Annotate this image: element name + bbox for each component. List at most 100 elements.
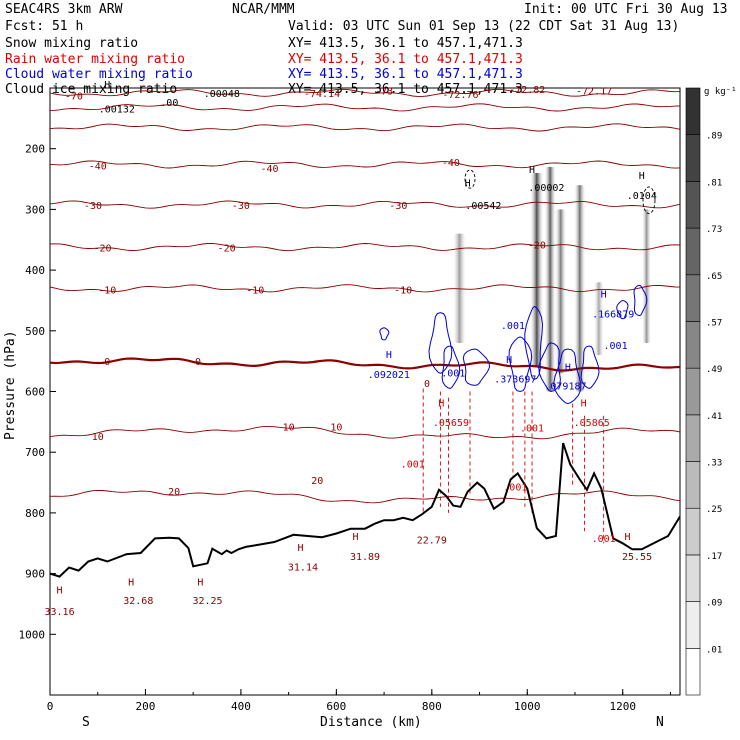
- center-title: NCAR/MMM: [232, 2, 295, 17]
- field-annotation: H: [386, 350, 392, 361]
- field-xy-snow: XY= 413.5, 36.1 to 457.1,471.3: [288, 36, 523, 51]
- y-tick-label: 800: [25, 507, 45, 520]
- cloud-contour: [441, 345, 461, 390]
- precip-streak: [544, 166, 557, 392]
- temperature-labels: -70 -40 -40 -40 -30 -30 -30 -20 -20 -20 -10 -10 -10 0…: [65, 85, 612, 498]
- colorbar-label: .81: [706, 178, 722, 188]
- field-annotation: H: [601, 289, 607, 300]
- field-annotation: 32.68: [123, 596, 153, 607]
- temperature-label: -30: [232, 201, 250, 212]
- colorbar: .01 .09 .17 .25 .33 .41 .49 .57 .65 .73 .81 .89: [685, 87, 722, 696]
- temperature-label: -73: [375, 86, 393, 97]
- colorbar-label: .73: [706, 225, 722, 235]
- temperature-label: -30: [84, 201, 102, 212]
- cloud-contour: [580, 345, 600, 390]
- x-tick-label: 1200: [609, 700, 636, 713]
- temperature-label: -20: [528, 241, 546, 252]
- field-annotation: .001: [441, 368, 465, 379]
- axes: 0 200 400 600 800 1000 12002003004005006007008…: [19, 143, 671, 713]
- temperature-label: -10: [246, 286, 264, 297]
- field-annotation: .001: [503, 482, 527, 493]
- colorbar-swatch: [685, 414, 701, 462]
- field-annotation: .001: [592, 534, 616, 545]
- cloud-contour: [428, 312, 453, 374]
- temperature-label: -40: [261, 164, 279, 175]
- field-annotation: .00002: [528, 183, 564, 194]
- temperature-label: -10: [98, 286, 116, 297]
- cloud-contour: [553, 348, 582, 405]
- temperature-label: -72.76: [442, 90, 478, 101]
- x-tick-label: 800: [422, 700, 442, 713]
- temperature-contour: [50, 489, 680, 504]
- terrain: [50, 442, 680, 578]
- field-annotation: H: [565, 362, 571, 373]
- valid-time: Valid: 03 UTC Sun 01 Sep 13 (22 CDT Sat …: [288, 19, 679, 34]
- field-annotation: H: [298, 543, 304, 554]
- colorbar-swatch: [685, 227, 701, 276]
- field-annotation: .00542: [465, 201, 501, 212]
- field-label-rain: Rain water mixing ratio: [5, 52, 185, 67]
- y-tick-label: 1000: [19, 628, 46, 641]
- temperature-contour: [50, 357, 680, 372]
- temperature-label: 0: [104, 357, 110, 368]
- field-annotation: H: [639, 171, 645, 182]
- cloud-contours: [379, 284, 648, 405]
- field-annotation: H: [352, 532, 358, 543]
- field-annotation: .05659: [433, 418, 469, 429]
- x-tick-label: 600: [326, 700, 346, 713]
- field-annotation: 25.55: [622, 552, 652, 563]
- field-annotation: H: [529, 165, 535, 176]
- colorbar-swatch: [685, 134, 701, 182]
- colorbar-label: .65: [706, 272, 722, 282]
- temperature-contour: [50, 160, 680, 169]
- field-annotation: H: [197, 578, 203, 589]
- precip-streak: [452, 233, 467, 343]
- field-annotation: 33.16: [44, 607, 74, 618]
- colorbar-swatch: [685, 554, 701, 602]
- field-annotation: .00132: [99, 104, 135, 115]
- y-tick-label: 600: [25, 386, 45, 399]
- field-annotation: .079187: [544, 382, 586, 393]
- temperature-label: -10: [394, 286, 412, 297]
- field-annotation: .166879: [592, 309, 634, 320]
- temperature-contour: [50, 284, 680, 293]
- colorbar-label: .01: [706, 645, 722, 655]
- field-annotation: .00: [160, 98, 178, 109]
- colorbar-swatch: [685, 461, 701, 509]
- y-tick-label: 300: [25, 203, 45, 216]
- temperature-label: -40: [89, 162, 107, 173]
- field-annotation: 31.14: [288, 563, 318, 574]
- field-annotation: .001: [401, 459, 425, 470]
- precip-streak: [593, 282, 605, 356]
- field-annotation: H: [465, 178, 471, 189]
- colorbar-swatch: [685, 507, 701, 556]
- precip-streak: [641, 209, 652, 343]
- x-tick-label: 0: [47, 700, 54, 713]
- colorbar-label: .33: [706, 459, 722, 469]
- ice-contours: [464, 169, 656, 215]
- cloud-contour: [524, 305, 544, 380]
- field-annotation: H: [506, 355, 512, 366]
- temperature-contour: [50, 425, 680, 440]
- cloud-contour: [379, 327, 390, 341]
- cloud-contour: [538, 342, 561, 393]
- field-xy-rain: XY= 413.5, 36.1 to 457.1,471.3: [288, 52, 523, 67]
- temperature-label: -30: [389, 201, 407, 212]
- cloud-contour: [462, 348, 491, 386]
- run-title: SEAC4RS 3km ARW: [5, 2, 123, 17]
- x-tick-label: 1000: [514, 700, 541, 713]
- temperature-contour: [50, 88, 680, 97]
- field-annotation: 22.79: [417, 535, 447, 546]
- temperature-label: 20: [168, 487, 180, 498]
- colorbar-label: .09: [706, 599, 722, 609]
- temperature-label: -72.82: [509, 85, 545, 96]
- colorbar-swatch: [685, 274, 701, 322]
- colorbar-label: .17: [706, 552, 722, 562]
- x-tick-label: 200: [136, 700, 156, 713]
- field-annotation: H: [624, 532, 630, 543]
- field-label-cloud-ice: Cloud ice mixing ratio: [5, 82, 177, 97]
- colorbar-swatch: [685, 321, 701, 369]
- colorbar-swatch: [685, 601, 701, 649]
- field-xy-cloud-water: XY= 413.5, 36.1 to 457.1,471.3: [288, 67, 523, 82]
